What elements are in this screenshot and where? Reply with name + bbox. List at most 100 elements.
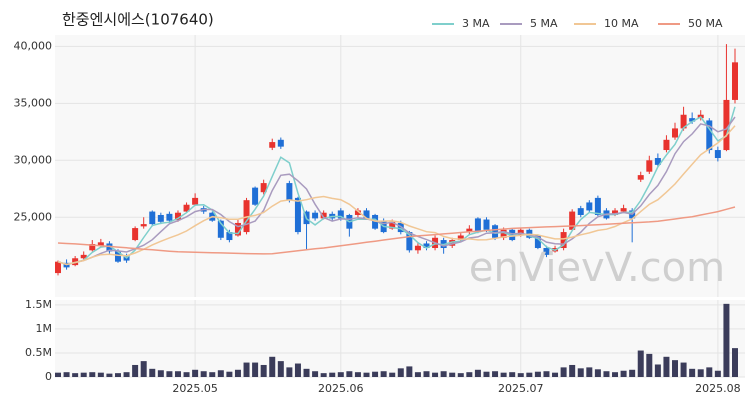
chart-title: 한중엔시에스(107640) xyxy=(62,11,214,29)
volume-bar xyxy=(80,372,87,377)
volume-bar xyxy=(140,361,147,377)
candle-body xyxy=(577,208,584,215)
candle-body xyxy=(80,254,87,259)
volume-bar xyxy=(620,370,627,377)
volume-bar xyxy=(277,361,284,377)
candle-body xyxy=(723,99,730,151)
volume-bar xyxy=(569,364,576,377)
volume-bar xyxy=(646,353,653,377)
candle-body xyxy=(363,210,370,219)
x-tick-label: 2025.08 xyxy=(695,382,741,395)
volume-bar xyxy=(706,367,713,377)
volume-bar xyxy=(89,372,96,377)
volume-bar xyxy=(157,370,164,377)
ma-line xyxy=(57,116,736,266)
volume-bar xyxy=(680,362,687,377)
volume-bar xyxy=(509,372,516,377)
candle-body xyxy=(534,235,541,249)
legend-label: 3 MA xyxy=(462,17,490,30)
candle-body xyxy=(543,248,550,255)
volume-bar xyxy=(432,372,439,377)
volume-bar xyxy=(269,356,276,377)
candle-body xyxy=(646,160,653,172)
legend-label: 5 MA xyxy=(530,17,558,30)
candle-body xyxy=(706,120,713,151)
candle-body xyxy=(654,158,661,165)
volume-bar xyxy=(543,371,550,377)
volume-bar xyxy=(612,372,619,377)
ma-line xyxy=(57,206,736,255)
candle-body xyxy=(457,235,464,241)
volume-bar xyxy=(55,372,61,377)
candle-body xyxy=(252,187,259,205)
volume-bar xyxy=(303,368,310,377)
candle-body xyxy=(354,210,361,215)
candle-body xyxy=(97,242,104,246)
volume-bar xyxy=(174,371,181,377)
volume-bar xyxy=(629,369,636,377)
x-tick-label: 2025.07 xyxy=(498,382,544,395)
candle-body xyxy=(183,204,190,212)
volume-bar xyxy=(577,368,584,377)
volume-bar xyxy=(423,371,430,377)
candle-body xyxy=(114,251,121,262)
candle-body xyxy=(260,183,267,193)
candle-body xyxy=(680,114,687,129)
candle-body xyxy=(294,197,301,233)
volume-bar xyxy=(337,372,344,377)
volume-bar xyxy=(97,372,104,377)
x-tick-label: 2025.06 xyxy=(318,382,364,395)
volume-bar xyxy=(234,369,241,377)
candle-body xyxy=(569,211,576,230)
candle-body xyxy=(714,150,721,159)
volume-bar xyxy=(312,371,319,377)
volume-bar xyxy=(414,372,421,377)
volume-bar xyxy=(217,370,224,377)
candle-body xyxy=(449,240,456,246)
candle-body xyxy=(389,221,396,229)
candle-body xyxy=(474,218,481,233)
y-tick-label: 0.5M xyxy=(25,346,52,359)
volume-bar xyxy=(354,372,361,377)
y-tick-label: 1M xyxy=(36,322,53,335)
volume-bar xyxy=(183,372,190,377)
volume-bar xyxy=(732,348,738,377)
volume-bar xyxy=(397,368,404,377)
volume-bar xyxy=(406,366,413,377)
candle-body xyxy=(55,261,61,274)
candle-body xyxy=(149,211,156,225)
volume-bar xyxy=(637,350,644,377)
volume-bar xyxy=(252,362,259,377)
volume-bar xyxy=(663,356,670,377)
candle-body xyxy=(466,228,473,233)
candle-body xyxy=(277,139,284,147)
volume-bar xyxy=(72,373,79,377)
y-tick-label: 0 xyxy=(45,370,52,383)
price-panel xyxy=(55,35,745,297)
volume-bar xyxy=(500,372,507,377)
candle-body xyxy=(320,212,327,219)
volume-bar xyxy=(560,367,567,377)
candle-body xyxy=(166,213,173,221)
volume-bar xyxy=(723,303,730,377)
candle-body xyxy=(560,232,567,249)
volume-bar xyxy=(294,363,301,377)
watermark: enVievV.com xyxy=(469,245,725,291)
legend-label: 10 MA xyxy=(604,17,639,30)
volume-bar xyxy=(286,367,293,377)
candle-body xyxy=(157,214,164,222)
volume-bar xyxy=(672,360,679,377)
candle-body xyxy=(414,245,421,251)
candle-body xyxy=(406,232,413,251)
volume-bar xyxy=(63,372,70,377)
candle-body xyxy=(663,139,670,151)
candle-body xyxy=(620,208,627,212)
candle-body xyxy=(637,175,644,180)
candle-body xyxy=(106,243,113,252)
volume-bar xyxy=(192,369,199,377)
candle-body xyxy=(226,232,233,241)
volume-bar xyxy=(689,368,696,377)
candle-body xyxy=(286,183,293,201)
candle-body xyxy=(312,212,319,219)
